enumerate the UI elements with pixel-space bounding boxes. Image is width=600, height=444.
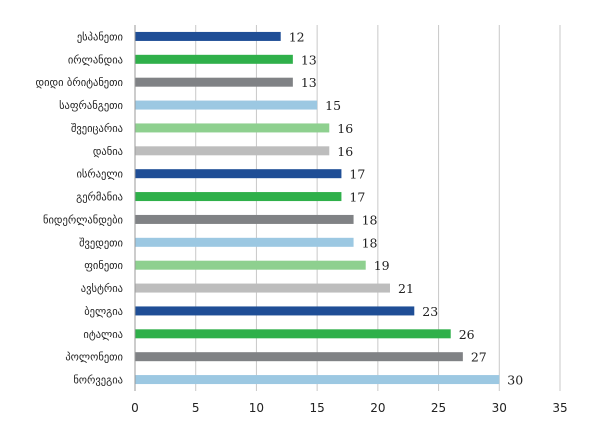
x-tick-label: 15 <box>310 401 325 415</box>
value-label: 16 <box>337 144 353 159</box>
value-label: 16 <box>337 121 353 136</box>
bar <box>135 31 281 41</box>
value-label: 19 <box>374 258 390 273</box>
bar <box>135 306 415 316</box>
category-label: გერმანია <box>76 192 123 204</box>
category-label: ავსტრია <box>81 283 123 295</box>
bar <box>135 260 366 270</box>
bar <box>135 352 463 362</box>
category-label: პოლონეთი <box>65 352 123 364</box>
category-label: დიდი ბრიტანეთი <box>36 77 123 89</box>
bar <box>135 100 318 110</box>
x-tick-label: 25 <box>431 401 446 415</box>
bar <box>135 77 293 87</box>
bar <box>135 237 354 247</box>
bar <box>135 283 390 293</box>
category-labels: ესპანეთი ირლანდია დიდი ბრიტანეთი საფრანგეთი… <box>36 31 123 386</box>
category-label: ბელგია <box>84 306 123 318</box>
bar <box>135 123 330 133</box>
value-labels: 12 13 13 15 16 16 17 17 18 18 19 21 23 26 27 30 <box>289 29 524 387</box>
value-label: 30 <box>507 373 523 388</box>
value-label: 15 <box>325 98 341 113</box>
value-label: 26 <box>459 327 475 342</box>
bar <box>135 169 342 179</box>
category-label: შვედეთი <box>79 237 123 249</box>
x-tick-label: 0 <box>131 401 139 415</box>
x-tick-label: 30 <box>492 401 507 415</box>
value-label: 17 <box>349 190 365 205</box>
category-label: ისრაელი <box>76 169 123 181</box>
category-label: საფრანგეთი <box>59 100 123 112</box>
value-label: 23 <box>422 304 438 319</box>
category-label: ესპანეთი <box>77 31 123 43</box>
bar <box>135 214 354 224</box>
x-tick-label: 20 <box>370 401 385 415</box>
x-tick-labels: 0 5 10 15 20 25 30 35 <box>131 401 567 415</box>
value-label: 27 <box>471 350 487 365</box>
x-tick-label: 5 <box>192 401 200 415</box>
category-label: ირლანდია <box>68 54 123 66</box>
category-label: ნორვეგია <box>73 375 123 387</box>
bar <box>135 329 451 339</box>
bar <box>135 54 293 64</box>
bar <box>135 146 330 156</box>
value-label: 13 <box>301 75 317 90</box>
category-label: ფინეთი <box>84 260 123 272</box>
value-label: 12 <box>289 29 305 44</box>
value-label: 13 <box>301 52 317 67</box>
value-label: 18 <box>362 235 378 250</box>
value-label: 18 <box>362 212 378 227</box>
category-label: იტალია <box>83 329 123 341</box>
value-label: 21 <box>398 281 414 296</box>
x-tick-label: 10 <box>249 401 264 415</box>
bar <box>135 192 342 202</box>
category-label: ნიდერლანდები <box>43 214 123 226</box>
value-label: 17 <box>349 167 365 182</box>
category-label: შვეიცარია <box>71 123 123 135</box>
x-tick-label: 35 <box>552 401 567 415</box>
bar <box>135 375 500 385</box>
category-label: დანია <box>93 146 123 158</box>
bars <box>135 31 500 385</box>
